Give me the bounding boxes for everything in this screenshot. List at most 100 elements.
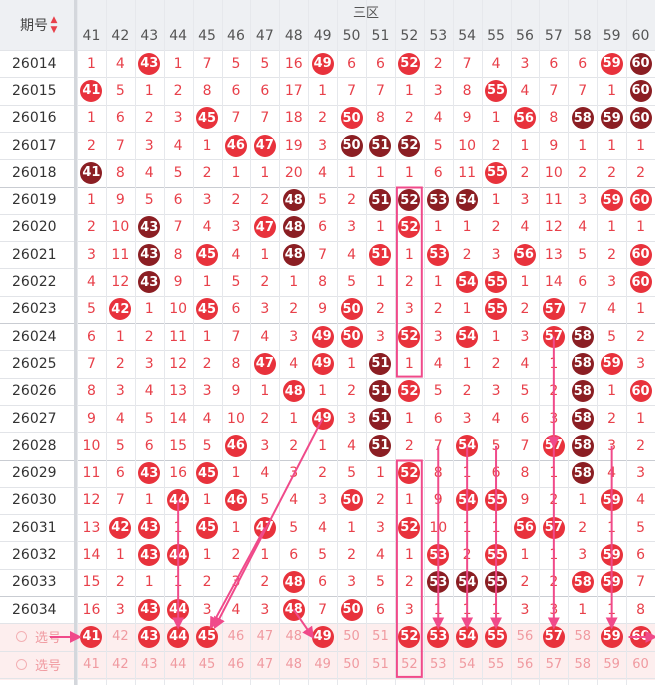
selection-row-label[interactable]: 选号 <box>0 651 77 678</box>
table-cell: 3 <box>144 355 154 372</box>
table-cell: 2 <box>347 547 356 564</box>
table-cell: 2 <box>260 192 270 209</box>
select-number-56[interactable]: 56 <box>516 629 534 645</box>
table-cell: 2 <box>231 192 241 209</box>
table-cell: 1 <box>404 164 414 181</box>
issue-number: 26016 <box>12 110 57 127</box>
radio-circle[interactable] <box>15 658 27 670</box>
sort-icon[interactable]: ▲▼ <box>49 15 59 35</box>
table-cell: 5 <box>318 547 328 564</box>
selected-ball[interactable]: 52 <box>398 625 421 648</box>
table-cell: 1 <box>607 601 617 618</box>
select-number-45[interactable]: 45 <box>193 623 222 650</box>
table-cell: 15 <box>169 437 188 454</box>
select-number-60[interactable]: 60 <box>632 656 649 672</box>
period-column-header[interactable]: 期号 ▲▼ <box>0 0 77 50</box>
selected-ball[interactable]: 54 <box>456 625 479 648</box>
select-number-46[interactable]: 46 <box>227 629 245 645</box>
select-number-43[interactable]: 43 <box>135 623 164 650</box>
select-number-51[interactable]: 51 <box>372 629 389 645</box>
select-number-50[interactable]: 50 <box>343 629 360 645</box>
select-number-56[interactable]: 56 <box>516 656 534 672</box>
select-number-41[interactable]: 41 <box>77 623 106 650</box>
table-cell: 57 <box>539 296 568 323</box>
select-number-55[interactable]: 55 <box>482 623 511 650</box>
table-cell: 9 <box>549 137 559 154</box>
selected-ball[interactable]: 59 <box>600 625 623 648</box>
table-cell: 8 <box>231 355 241 372</box>
select-number-59[interactable]: 59 <box>597 623 626 650</box>
select-number-58[interactable]: 58 <box>574 629 592 645</box>
selected-ball[interactable]: 55 <box>485 625 508 648</box>
select-number-50[interactable]: 50 <box>343 656 360 672</box>
select-number-45[interactable]: 45 <box>198 656 216 672</box>
selected-ball[interactable]: 60 <box>629 625 652 648</box>
select-number-48[interactable]: 48 <box>285 656 303 672</box>
table-cell: 2 <box>462 383 472 400</box>
number-ball: 59 <box>600 107 623 130</box>
selected-ball[interactable]: 49 <box>311 625 334 648</box>
select-number-54[interactable]: 54 <box>458 656 476 672</box>
selected-ball[interactable]: 44 <box>167 625 190 648</box>
table-cell: 2 <box>347 192 356 209</box>
selected-ball[interactable]: 45 <box>196 625 219 648</box>
radio-circle[interactable] <box>15 631 27 643</box>
number-ball: 55 <box>485 571 508 594</box>
select-number-60[interactable]: 60 <box>626 623 655 650</box>
select-number-49[interactable]: 49 <box>314 656 331 672</box>
table-cell: 4 <box>433 355 443 372</box>
select-number-53[interactable]: 53 <box>424 623 453 650</box>
table-cell: 1 <box>202 137 212 154</box>
selected-ball[interactable]: 43 <box>138 625 161 648</box>
select-number-47[interactable]: 47 <box>256 629 274 645</box>
table-cell: 43 <box>135 268 164 295</box>
select-number-52[interactable]: 52 <box>395 623 424 650</box>
select-number-51[interactable]: 51 <box>372 656 389 672</box>
select-number-49[interactable]: 49 <box>308 623 337 650</box>
issue-number: 26033 <box>12 574 57 591</box>
table-cell: 3 <box>404 301 414 318</box>
select-number-53[interactable]: 53 <box>429 656 447 672</box>
select-number-58[interactable]: 58 <box>574 656 592 672</box>
select-number-59[interactable]: 59 <box>603 656 620 672</box>
table-cell: 5 <box>289 519 299 536</box>
select-number-57[interactable]: 57 <box>539 623 568 650</box>
table-cell: 2 <box>347 383 356 400</box>
table-cell: 7 <box>115 137 125 154</box>
table-cell: 1 <box>404 492 414 509</box>
column-header-43: 43 <box>134 22 164 50</box>
select-number-42[interactable]: 42 <box>112 656 129 672</box>
select-number-55[interactable]: 55 <box>487 656 505 672</box>
table-cell: 58 <box>568 350 597 377</box>
select-number-46[interactable]: 46 <box>227 656 245 672</box>
column-divider <box>539 0 541 685</box>
select-number-42[interactable]: 42 <box>112 629 129 645</box>
table-cell: 54 <box>453 187 482 214</box>
select-number-48[interactable]: 48 <box>285 629 303 645</box>
select-number-44[interactable]: 44 <box>169 656 187 672</box>
table-cell: 1 <box>260 383 270 400</box>
select-number-43[interactable]: 43 <box>140 656 158 672</box>
select-number-41[interactable]: 41 <box>83 656 100 672</box>
table-cell: 51 <box>366 432 395 459</box>
selection-row-label[interactable]: 选号 <box>0 623 77 650</box>
selected-ball[interactable]: 57 <box>542 625 565 648</box>
table-cell: 7 <box>318 246 328 263</box>
select-number-57[interactable]: 57 <box>545 656 563 672</box>
issue-number: 26022 <box>12 274 57 291</box>
selection-label: 选号 <box>34 658 61 674</box>
select-number-47[interactable]: 47 <box>256 656 274 672</box>
table-cell: 2 <box>144 110 154 127</box>
group-divider <box>0 186 655 188</box>
selected-ball[interactable]: 53 <box>427 625 450 648</box>
select-number-54[interactable]: 54 <box>453 623 482 650</box>
table-cell: 10 <box>111 219 130 236</box>
number-ball: 54 <box>456 271 479 294</box>
table-cell: 1 <box>347 355 356 372</box>
table-cell: 2 <box>636 437 645 454</box>
select-number-52[interactable]: 52 <box>401 656 418 672</box>
table-cell: 11 <box>458 164 477 181</box>
select-number-44[interactable]: 44 <box>164 623 193 650</box>
table-cell: 3 <box>607 274 617 291</box>
selected-ball[interactable]: 41 <box>80 625 103 648</box>
